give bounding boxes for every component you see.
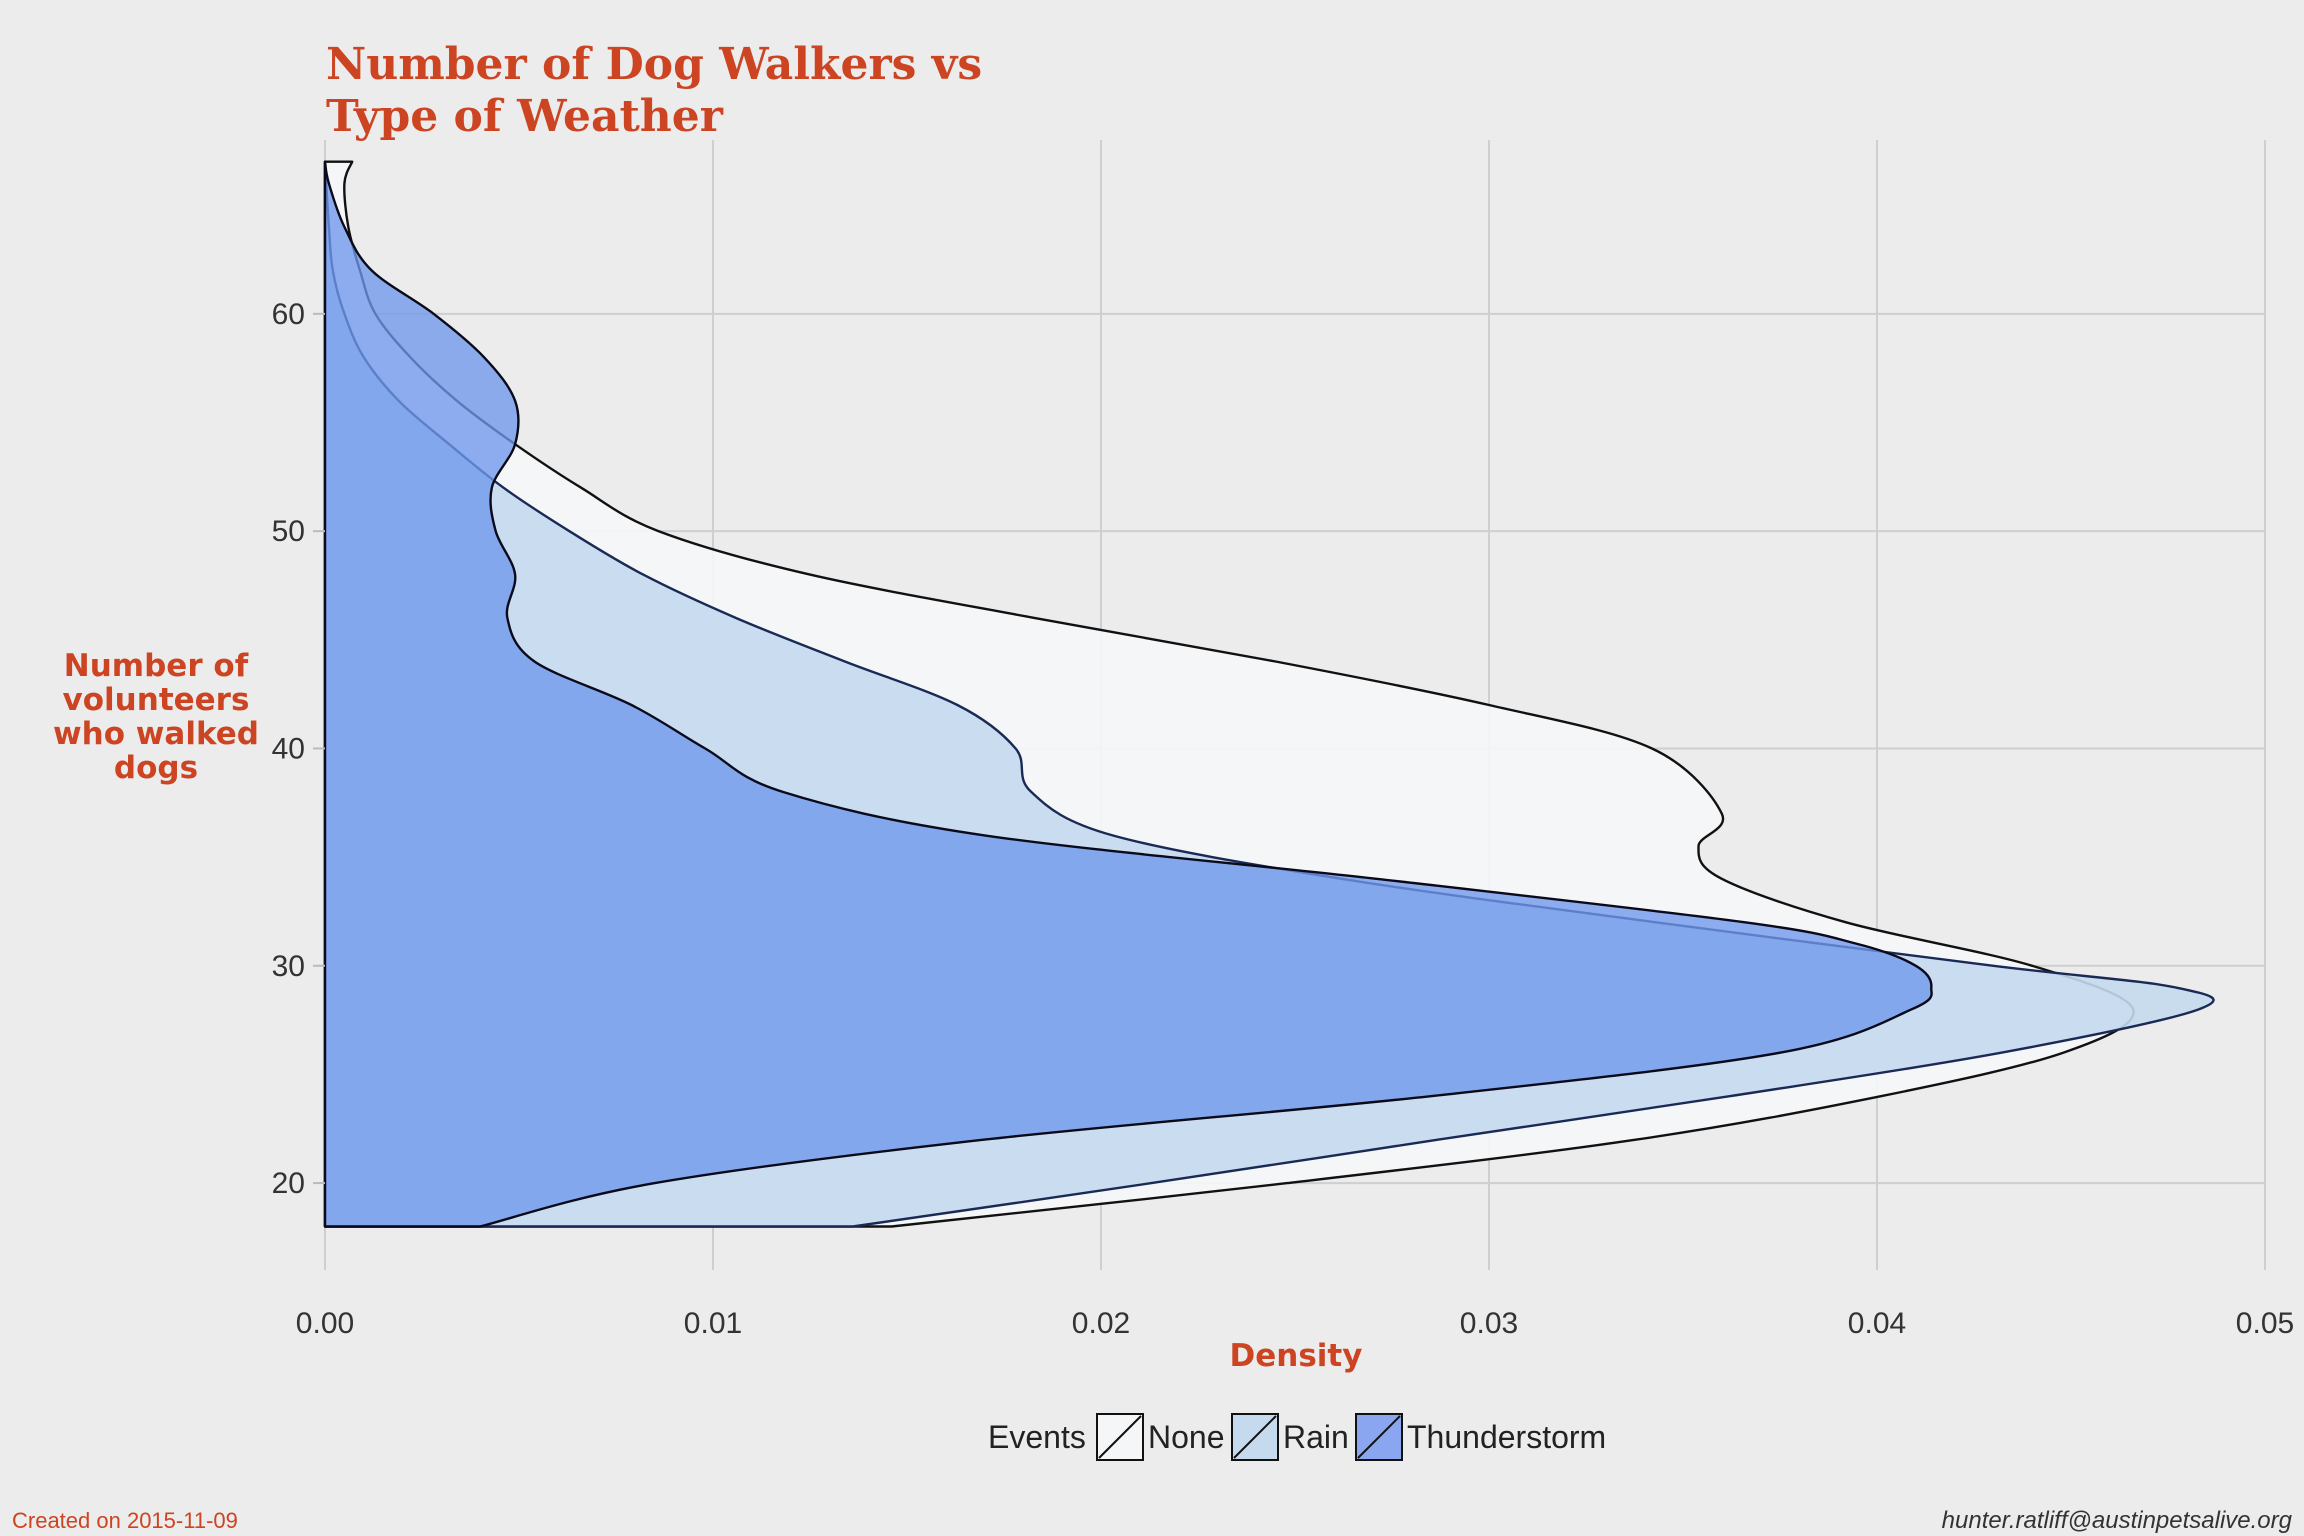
legend-label-thunderstorm: Thunderstorm xyxy=(1407,1419,1606,1455)
legend-item-rain: Rain xyxy=(1231,1413,1349,1461)
x-tick-label: 0.02 xyxy=(1072,1307,1130,1340)
density-series xyxy=(323,160,2215,1228)
x-tick-label: 0.04 xyxy=(1848,1307,1906,1340)
y-axis-title-line-1: Number of xyxy=(64,648,249,684)
y-tick-label: 20 xyxy=(272,1167,305,1200)
legend-item-thunderstorm: Thunderstorm xyxy=(1355,1413,1606,1461)
y-tick-label: 50 xyxy=(272,515,305,548)
y-axis-title-line-4: dogs xyxy=(114,750,198,786)
y-tick-label: 40 xyxy=(272,732,305,765)
legend-label-none: None xyxy=(1148,1419,1225,1455)
chart-title: Number of Dog Walkers vs Type of Weather xyxy=(326,39,982,142)
y-axis-title-line-3: who walked xyxy=(53,716,259,752)
y-tick-label: 30 xyxy=(272,950,305,983)
author-email-caption: hunter.ratliff@austinpetsalive.org xyxy=(1942,1507,2293,1534)
y-axis-title-line-2: volunteers xyxy=(63,682,250,718)
x-tick-label: 0.00 xyxy=(296,1307,354,1340)
y-axis-title: Number of volunteers who walked dogs xyxy=(53,648,259,786)
x-tick-label: 0.01 xyxy=(684,1307,742,1340)
x-axis-ticks: 0.00 0.01 0.02 0.03 0.04 0.05 xyxy=(296,1307,2294,1340)
y-tick-label: 60 xyxy=(272,298,305,331)
created-date-caption: Created on 2015-11-09 xyxy=(12,1508,238,1533)
legend-key-none-slash xyxy=(1098,1415,1142,1459)
x-tick-label: 0.05 xyxy=(2236,1307,2294,1340)
x-tick-label: 0.03 xyxy=(1460,1307,1518,1340)
legend-key-rain-slash xyxy=(1233,1415,1277,1459)
legend-label-rain: Rain xyxy=(1283,1419,1349,1455)
legend: Events None Rain Thunderstorm xyxy=(988,1413,1606,1461)
legend-title: Events xyxy=(988,1419,1086,1455)
y-axis-ticks: 20 30 40 50 60 xyxy=(272,298,325,1200)
legend-item-none: None xyxy=(1096,1413,1225,1461)
chart-title-line-2: Type of Weather xyxy=(326,91,724,142)
x-axis-title: Density xyxy=(1230,1338,1363,1374)
legend-key-thunderstorm-slash xyxy=(1357,1415,1401,1459)
chart-title-line-1: Number of Dog Walkers vs xyxy=(326,39,982,90)
density-area-thunderstorm xyxy=(323,160,1933,1228)
